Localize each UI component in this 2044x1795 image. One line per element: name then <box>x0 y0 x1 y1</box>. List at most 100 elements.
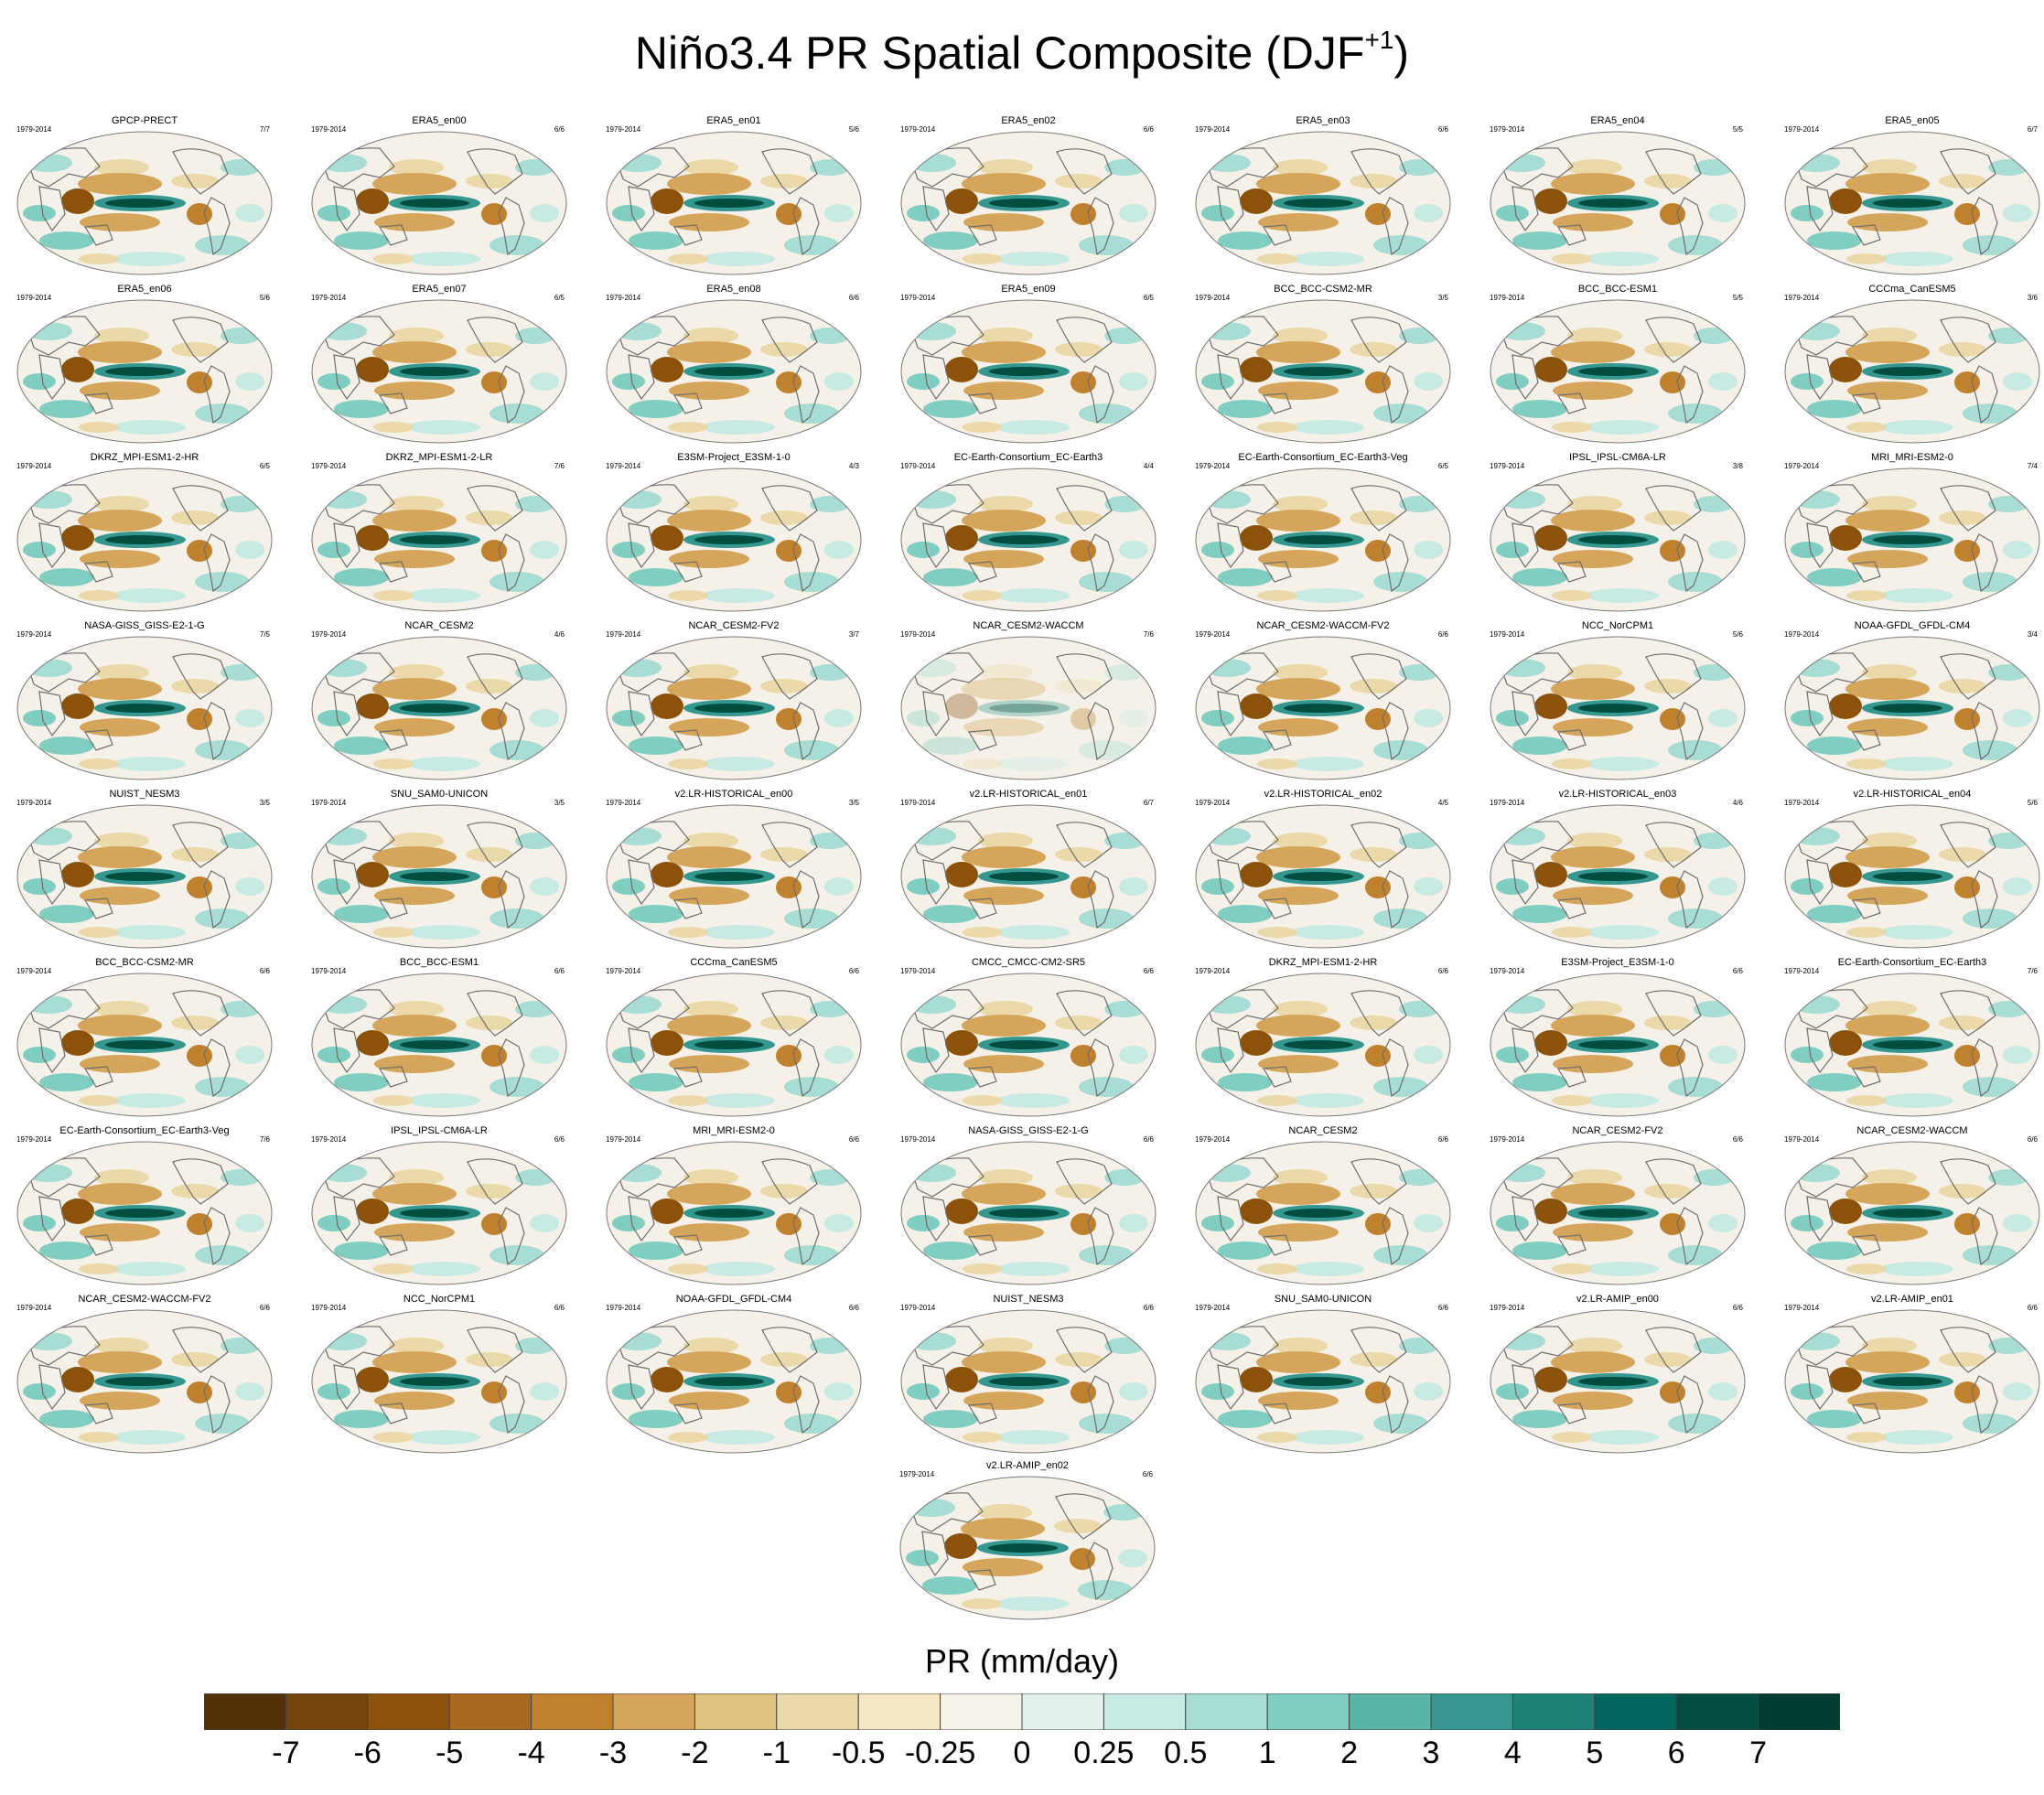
map-panel: EC-Earth-Consortium_EC-Earth3-Veg 1979-20… <box>12 1125 277 1290</box>
colorbar-swatch <box>1675 1693 1759 1730</box>
panel-count: 5/6 <box>1732 630 1743 639</box>
panel-count: 3/6 <box>2027 294 2038 302</box>
panel-title: ERA5_en09 <box>1001 284 1056 295</box>
world-map <box>1490 804 1746 949</box>
world-map <box>1195 299 1451 444</box>
world-map <box>1490 468 1746 612</box>
panel-count: 6/5 <box>1143 294 1154 302</box>
panel-title: NCAR_CESM2 <box>1288 1125 1358 1136</box>
map-panel: NCAR_CESM2-WACCM 1979-2014 6/6 <box>1780 1125 2044 1290</box>
world-map <box>1784 1141 2040 1285</box>
panel-count: 6/6 <box>1437 125 1448 134</box>
colorbar-swatch <box>940 1693 1023 1730</box>
panel-count: 6/6 <box>1143 967 1154 975</box>
panel-count: 4/6 <box>1732 799 1743 807</box>
world-map <box>606 973 862 1117</box>
world-map <box>311 299 567 444</box>
world-map <box>311 1141 567 1285</box>
colorbar-swatch <box>448 1693 533 1730</box>
map-panel: E3SM-Project_E3SM-1-0 1979-2014 4/3 <box>601 452 866 617</box>
panel-years: 1979-2014 <box>900 967 936 975</box>
map-panel: BCC_BCC-CSM2-MR 1979-2014 3/5 <box>1190 284 1456 448</box>
map-panel: ERA5_en09 1979-2014 6/5 <box>896 284 1161 448</box>
panel-years: 1979-2014 <box>311 967 347 975</box>
map-panel: NCC_NorCPM1 1979-2014 6/6 <box>307 1294 572 1458</box>
world-map <box>900 636 1156 780</box>
panel-title: v2.LR-HISTORICAL_en02 <box>1264 789 1382 800</box>
panel-years: 1979-2014 <box>900 1304 936 1312</box>
panel-years: 1979-2014 <box>16 967 52 975</box>
panel-count: 3/7 <box>848 630 859 639</box>
colorbar-tick-label: 4 <box>1503 1736 1522 1770</box>
world-map <box>16 1141 273 1285</box>
map-panel: v2.LR-AMIP_en01 1979-2014 6/6 <box>1780 1294 2044 1458</box>
map-panel: NUIST_NESM3 1979-2014 3/5 <box>12 789 277 953</box>
map-panel: BCC_BCC-ESM1 1979-2014 6/6 <box>307 957 572 1122</box>
panel-years: 1979-2014 <box>16 1135 52 1144</box>
colorbar-tick-label: 7 <box>1749 1736 1768 1770</box>
panel-title: CCCma_CanESM5 <box>1868 284 1956 295</box>
panel-years: 1979-2014 <box>1490 799 1525 807</box>
map-panel: ERA5_en08 1979-2014 6/6 <box>601 284 866 448</box>
panel-years: 1979-2014 <box>16 630 52 639</box>
panel-title: CMCC_CMCC-CM2-SR5 <box>971 957 1086 968</box>
world-map <box>606 131 862 275</box>
panel-title: NUIST_NESM3 <box>993 1294 1064 1305</box>
map-panel: NASA-GISS_GISS-E2-1-G 1979-2014 7/5 <box>12 620 277 785</box>
panel-title: NASA-GISS_GISS-E2-1-G <box>84 620 205 631</box>
panel-count: 7/4 <box>2027 462 2038 470</box>
panel-title: v2.LR-AMIP_en02 <box>986 1460 1069 1471</box>
panel-title: v2.LR-HISTORICAL_en03 <box>1558 789 1677 800</box>
map-panel: BCC_BCC-ESM1 1979-2014 5/5 <box>1485 284 1750 448</box>
panel-years: 1979-2014 <box>900 1135 936 1144</box>
panel-years: 1979-2014 <box>16 799 52 807</box>
colorbar-swatch <box>1266 1693 1350 1730</box>
map-panel: NCAR_CESM2-WACCM 1979-2014 7/6 <box>896 620 1161 785</box>
map-panel: NUIST_NESM3 1979-2014 6/6 <box>896 1294 1161 1458</box>
world-map <box>900 299 1156 444</box>
panel-years: 1979-2014 <box>1784 125 1820 134</box>
world-map <box>16 468 273 612</box>
map-panel: ERA5_en07 1979-2014 6/5 <box>307 284 572 448</box>
panel-title: BCC_BCC-ESM1 <box>399 957 479 968</box>
panel-years: 1979-2014 <box>900 799 936 807</box>
panel-count: 4/3 <box>848 462 859 470</box>
panel-count: 5/5 <box>1732 125 1743 134</box>
panel-years: 1979-2014 <box>1195 799 1231 807</box>
panel-title: NASA-GISS_GISS-E2-1-G <box>968 1125 1089 1136</box>
map-panel: DKRZ_MPI-ESM1-2-HR 1979-2014 6/5 <box>12 452 277 617</box>
panel-years: 1979-2014 <box>606 462 641 470</box>
panel-title: NCAR_CESM2-FV2 <box>1572 1125 1663 1136</box>
world-map <box>606 636 862 780</box>
panel-years: 1979-2014 <box>1490 1135 1525 1144</box>
panel-years: 1979-2014 <box>311 125 347 134</box>
panel-title: DKRZ_MPI-ESM1-2-HR <box>90 452 199 463</box>
world-map <box>900 973 1156 1117</box>
colorbar-tick-label: 5 <box>1586 1736 1604 1770</box>
panel-count: 6/6 <box>2027 1135 2038 1144</box>
panel-years: 1979-2014 <box>1195 1304 1231 1312</box>
panel-title: GPCP-PRECT <box>111 115 178 126</box>
panel-title: BCC_BCC-CSM2-MR <box>95 957 194 968</box>
map-panel: NOAA-GFDL_GFDL-CM4 1979-2014 6/6 <box>601 1294 866 1458</box>
panel-title: NCAR_CESM2-WACCM-FV2 <box>1256 620 1390 631</box>
map-panel: NCAR_CESM2-FV2 1979-2014 6/6 <box>1485 1125 1750 1290</box>
colorbar-swatch <box>1511 1693 1596 1730</box>
panel-count: 6/6 <box>1143 1304 1154 1312</box>
panel-years: 1979-2014 <box>606 294 641 302</box>
world-map <box>311 131 567 275</box>
map-panel: NCAR_CESM2 1979-2014 4/6 <box>307 620 572 785</box>
panel-years: 1979-2014 <box>311 294 347 302</box>
panel-count: 4/5 <box>1437 799 1448 807</box>
panel-title: v2.LR-AMIP_en01 <box>1871 1294 1953 1305</box>
colorbar-swatch <box>204 1693 286 1730</box>
world-map <box>900 131 1156 275</box>
panel-count: 6/6 <box>259 1304 270 1312</box>
panel-years: 1979-2014 <box>606 1135 641 1144</box>
panel-years: 1979-2014 <box>311 799 347 807</box>
panel-count: 6/7 <box>1143 799 1154 807</box>
panel-count: 6/6 <box>1143 125 1154 134</box>
colorbar-tick-label: -6 <box>353 1736 382 1770</box>
colorbar-swatch <box>694 1693 778 1730</box>
world-map <box>900 804 1156 949</box>
